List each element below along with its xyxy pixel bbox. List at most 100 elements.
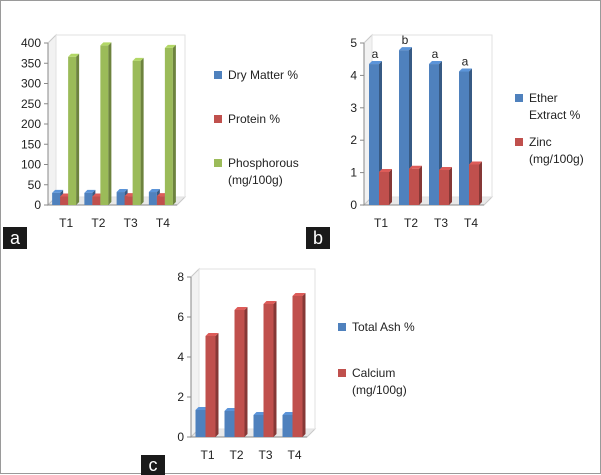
bar-top [369,61,382,65]
bar-series2 [205,333,219,437]
bar-series2 [263,301,277,437]
y-tick-label: 0 [34,198,41,212]
bar-top [224,408,238,411]
bar-top [116,189,128,193]
bar-top [100,42,112,46]
bar-front [116,192,125,205]
bar-front [234,310,245,437]
bar-front [195,410,206,437]
bar-front [292,296,303,437]
bar-top [429,61,442,65]
bar-side [302,293,306,437]
bar-top [195,407,209,410]
bar-top [292,293,306,296]
legend-swatch [214,115,222,123]
bar-side [379,61,382,206]
bar-top [68,53,80,57]
chart-panel-a: 0 50 100 150 200 250 300 350 400 T1 T2 T3 T4 Dry Matt… [1,1,301,251]
bar-side [409,47,412,206]
legend-label: Dry Matter % [228,68,298,82]
x-tick-label: T2 [229,448,243,462]
bar-front [148,192,157,205]
bar-side [479,161,482,205]
y-tick-label: 350 [21,56,41,70]
bar-front [409,168,419,205]
bar-top [234,307,248,310]
bar-front [253,415,264,437]
bar-front [439,170,449,205]
legend-label: Calcium (mg/100g) [352,366,407,397]
x-tick-label: T4 [287,448,301,462]
bar-front [379,171,389,205]
y-tick-label: 2 [177,390,184,404]
bar-front [132,60,141,205]
bar-top [379,168,392,172]
bar-front [282,415,293,437]
y-tick-label: 1 [350,166,357,180]
x-tick-label: T3 [124,216,138,230]
x-tick-label: T2 [404,216,418,230]
bar-front [124,196,133,205]
x-tick-label: T3 [258,448,272,462]
bar-series1 [369,61,382,206]
bar-top [205,333,219,336]
bar-front [92,196,101,205]
y-tick-label: 3 [350,101,357,115]
y-tick-label: 400 [21,36,41,50]
bar-side [273,301,277,437]
legend-swatch [338,369,346,377]
legend-label: Zinc (mg/100g) [529,135,584,166]
bar-front [399,50,409,206]
bar-front [52,192,61,205]
bar-front [205,336,216,437]
panel-label-c: c [141,455,165,475]
bar-side [215,333,219,437]
bar-front [68,56,77,205]
bar-front [164,47,173,205]
bar-front [469,164,479,205]
bar-side [108,42,112,206]
bar-top [52,189,64,193]
bar-series3 [132,57,144,205]
y-tick-label: 2 [350,133,357,147]
chart-panel-c: 0 2 4 6 8 T1 T2 T3 T4 Total Ash % Calcium (mg/100g)… [131,259,471,475]
chart-b-svg: 0 1 2 3 4 5 T1 a T2 b T3 a T4 a Ether Extract % Zinc (mg/… [350,33,584,230]
chart-panel-b: 0 1 2 3 4 5 T1 a T2 b T3 a T4 a Ether Extract % Zinc (mg/… [301,1,600,251]
y-tick-label: 300 [21,77,41,91]
bar-front [60,196,69,205]
bar-front [459,71,469,206]
significance-label: b [402,33,409,47]
legend-swatch [214,71,222,79]
x-tick-label: T1 [374,216,388,230]
legend-swatch [338,323,346,331]
bar-series2 [379,168,392,205]
bar-top [439,167,452,171]
bar-series2 [439,167,452,205]
bar-top [469,161,482,165]
legend-swatch [515,94,523,102]
bar-series3 [164,44,176,205]
significance-label: a [372,47,379,61]
bar-top [399,47,412,51]
bar-series2 [409,165,422,205]
bar-side [172,44,176,205]
bar-series3 [100,42,112,206]
significance-label: a [432,47,439,61]
x-tick-label: T3 [434,216,448,230]
legend-label: Ether Extract % [529,91,581,122]
x-tick-label: T4 [156,216,170,230]
legend-label: Protein % [228,112,280,126]
x-tick-label: T1 [200,448,214,462]
bar-side [76,53,80,205]
bar-side [449,167,452,205]
y-tick-label: 200 [21,117,41,131]
bar-front [369,64,379,205]
bar-series2 [469,161,482,205]
legend-swatch [214,159,222,167]
y-tick-label: 50 [28,178,42,192]
y-tick-label: 4 [350,68,357,82]
bar-front [100,45,109,206]
bar-top [84,189,96,193]
bar-front [263,304,274,437]
